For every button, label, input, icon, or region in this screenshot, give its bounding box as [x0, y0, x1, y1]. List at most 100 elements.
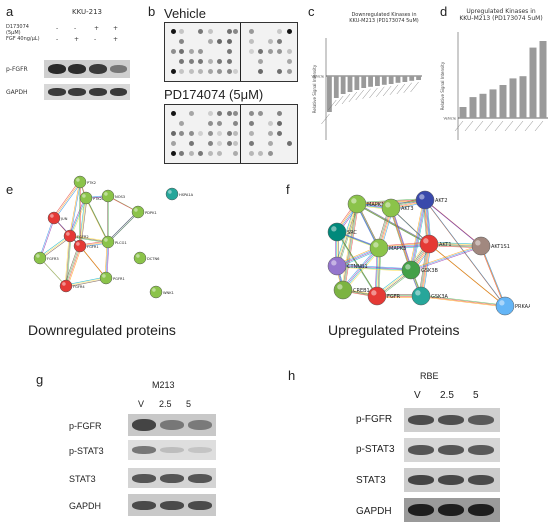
- band: [408, 504, 434, 516]
- bar: [361, 76, 367, 88]
- category-tick: [334, 95, 344, 107]
- panel-a-drug-row-label: D173074 (5μM): [6, 24, 29, 36]
- interaction-edge: [426, 201, 483, 248]
- band: [160, 501, 184, 510]
- node-highlight: [50, 214, 54, 218]
- array-spot: [268, 49, 273, 54]
- interaction-edge: [68, 196, 86, 236]
- array-spot: [258, 151, 263, 156]
- array-spot: [249, 121, 254, 126]
- node-label: PDPK1: [145, 211, 157, 215]
- node-highlight: [385, 202, 391, 208]
- interaction-edge: [67, 247, 82, 288]
- array-spot: [268, 141, 273, 146]
- interaction-edge: [389, 207, 411, 270]
- protein-node: FGFR2: [63, 229, 89, 243]
- band: [468, 504, 494, 516]
- band: [188, 447, 212, 453]
- panel-d-title: Upregulated Kinases in KKU-M213 (PD17307…: [452, 8, 550, 22]
- protein-node: NOS3: [101, 189, 125, 203]
- category-tick: [494, 120, 504, 132]
- node-circle: [47, 211, 61, 225]
- node-highlight: [82, 194, 86, 198]
- sign-fgf-2: +: [74, 36, 80, 43]
- protein-node: PGFR1: [99, 271, 125, 285]
- interaction-edge: [69, 197, 87, 237]
- array-spot: [179, 121, 184, 126]
- sign-d-3: +: [94, 25, 100, 32]
- bar: [469, 97, 477, 118]
- array-spot: [249, 141, 254, 146]
- pd174074-kinase-array: [164, 104, 298, 164]
- panel-a-gapdh-blot: [44, 84, 130, 100]
- node-label: JUN: [60, 217, 68, 221]
- array-spot: [189, 141, 194, 146]
- node-circle: [327, 256, 347, 276]
- bar: [388, 76, 394, 84]
- node-circle: [471, 236, 491, 256]
- array-spot: [208, 121, 213, 126]
- interaction-edge: [341, 202, 356, 289]
- node-circle: [99, 271, 113, 285]
- protein-node: SRC: [327, 222, 357, 242]
- panel-a-cell-line: KKU-213: [72, 8, 103, 16]
- protein-node: FGFR: [367, 286, 401, 306]
- interaction-edge: [391, 208, 413, 271]
- array-spot: [268, 39, 273, 44]
- node-label: PGFR1: [113, 277, 125, 281]
- node-circle: [333, 280, 353, 300]
- array-spot: [249, 151, 254, 156]
- interaction-edge: [420, 294, 505, 306]
- category-tick: [328, 99, 337, 111]
- array-spot: [249, 111, 254, 116]
- array-spot: [287, 49, 292, 54]
- blot-strip: [128, 414, 216, 436]
- upregulated-protein-network: MAPK1 AKT2 SRC AKT3 MAPK3 AKT1 AKT1S1 CTNNB1 GSK…: [327, 190, 530, 316]
- array-spot: [277, 39, 282, 44]
- array-spot: [277, 121, 282, 126]
- panel-g-lane-5: 5: [186, 399, 192, 409]
- protein-node: DCTN6: [133, 251, 160, 265]
- node-circle: [165, 187, 179, 201]
- node-label: PTK2: [87, 181, 96, 185]
- node-label: PTK2B: [93, 197, 105, 201]
- interaction-edge: [344, 249, 381, 292]
- category-tick: [348, 91, 358, 103]
- interaction-edge: [410, 199, 425, 270]
- bar: [368, 76, 373, 87]
- interaction-edge: [343, 204, 358, 291]
- array-spot: [179, 49, 184, 54]
- interaction-edge: [40, 218, 55, 259]
- node-highlight: [104, 238, 108, 242]
- array-spot: [198, 151, 203, 156]
- band: [110, 88, 127, 96]
- array-spot: [258, 59, 263, 64]
- y-axis-label: Relative Signal Intensity: [312, 64, 317, 113]
- node-highlight: [66, 232, 70, 236]
- array-spot: [189, 111, 194, 116]
- bar: [375, 76, 380, 86]
- node-label: FGFR4: [73, 285, 85, 289]
- node-highlight: [136, 254, 140, 258]
- array-spot: [227, 39, 232, 44]
- node-circle: [73, 175, 87, 189]
- blot-strip: [128, 440, 216, 460]
- category-tick: [484, 120, 494, 132]
- array-spot: [268, 131, 273, 136]
- category-tick: [321, 113, 330, 125]
- baseline-label: Vehicle: [311, 75, 324, 79]
- node-label: CTNNB1: [347, 264, 368, 270]
- array-spot: [171, 69, 176, 74]
- interaction-edge: [65, 277, 107, 287]
- array-spot: [217, 39, 222, 44]
- protein-node: AKT1: [419, 234, 452, 254]
- panel-h-lane-2-5: 2.5: [440, 390, 454, 401]
- node-label: GSK3A: [431, 294, 449, 300]
- array-spot: [189, 131, 194, 136]
- array-spot: [208, 39, 213, 44]
- protein-node: GSK3B: [401, 260, 439, 280]
- protein-node: PRKAA1: [495, 296, 530, 316]
- node-label: AKT2: [435, 198, 448, 204]
- interaction-edge: [54, 182, 82, 220]
- array-spot: [227, 49, 232, 54]
